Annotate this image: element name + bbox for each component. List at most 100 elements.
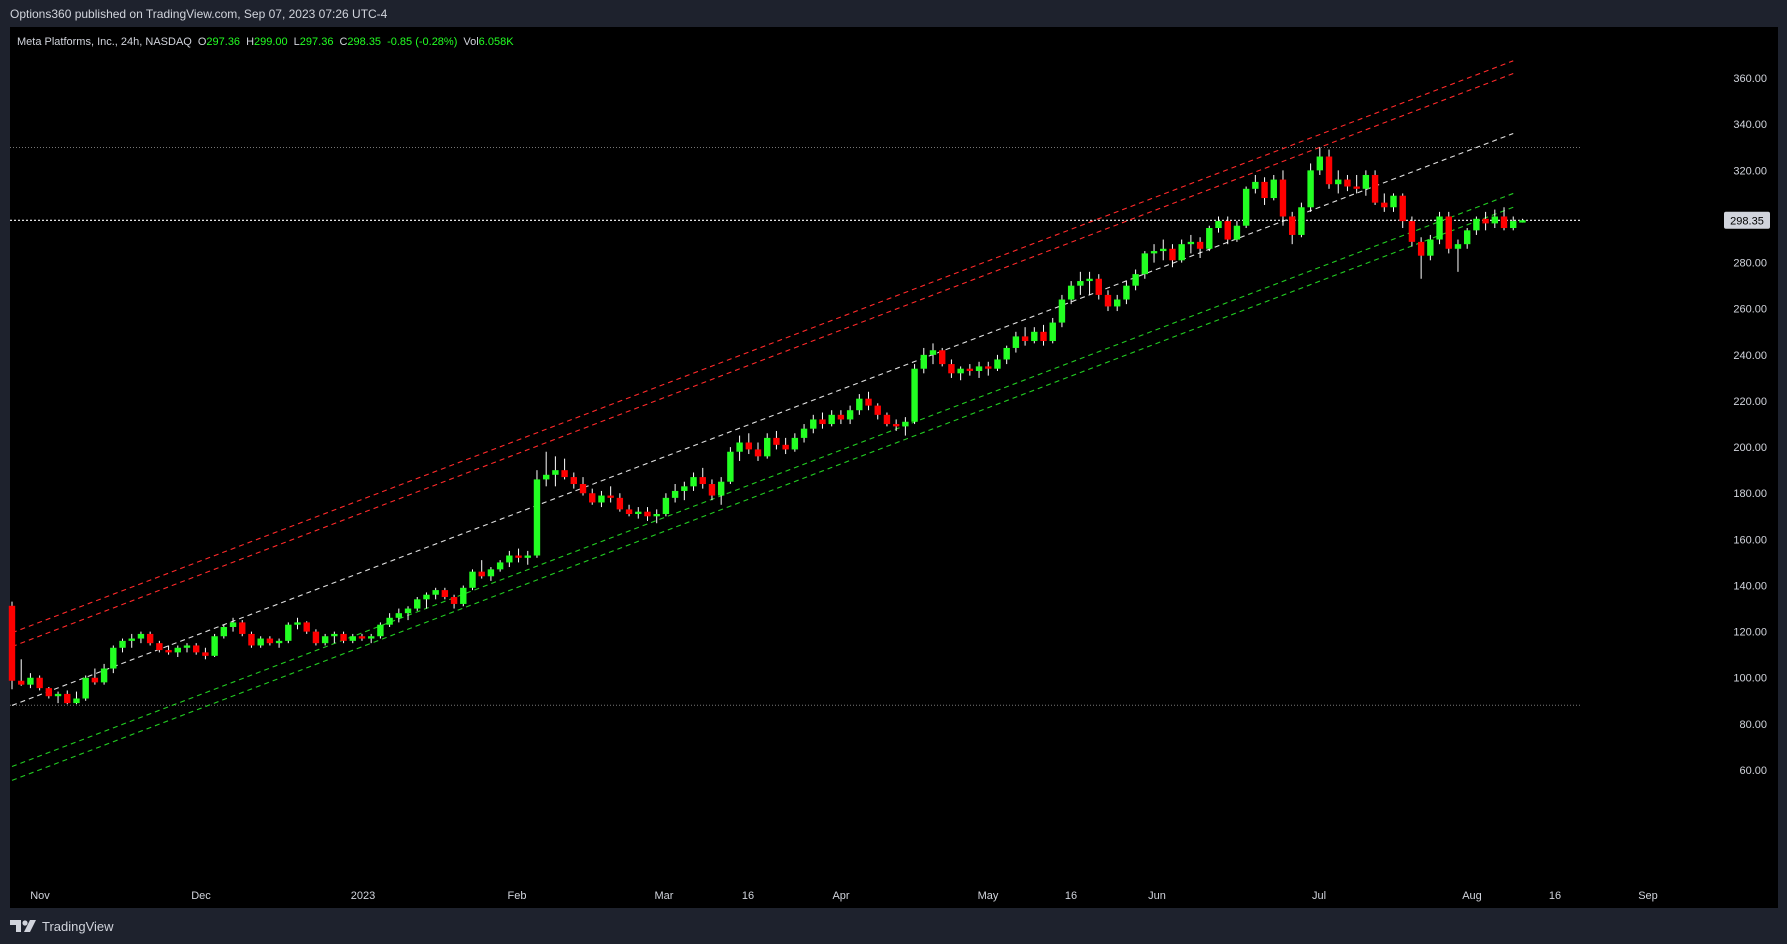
candle	[966, 364, 974, 376]
candle	[349, 633, 356, 644]
candle-body	[1325, 156, 1333, 185]
candle	[404, 606, 412, 621]
candle	[1436, 211, 1443, 245]
candle	[1224, 216, 1231, 245]
candle-body	[1012, 336, 1020, 348]
candle-body	[1335, 179, 1342, 185]
candle	[1519, 218, 1526, 223]
candle-body	[1362, 174, 1370, 189]
candle-body	[1399, 195, 1406, 222]
candle	[828, 410, 835, 427]
candle	[506, 550, 513, 568]
candle	[699, 467, 706, 489]
candle-body	[985, 366, 992, 369]
candle-body	[1482, 218, 1489, 224]
candle-body	[745, 442, 752, 450]
candle-body	[478, 571, 485, 577]
candle-body	[1021, 336, 1029, 342]
candle	[18, 659, 25, 686]
candle-body	[1040, 331, 1047, 342]
candle	[1215, 216, 1222, 233]
candle-body	[717, 481, 725, 496]
candle-body	[496, 562, 504, 570]
trendlines	[11, 60, 1514, 781]
candle-body	[1123, 285, 1130, 300]
candle-body	[865, 398, 872, 406]
candle-body	[754, 449, 762, 457]
candle-body	[119, 640, 126, 648]
candle-body	[1427, 239, 1434, 256]
candle-body	[1169, 248, 1176, 261]
footer: TradingView	[10, 917, 114, 935]
candle	[1408, 216, 1416, 247]
candle	[1445, 211, 1452, 254]
tradingview-logo-icon[interactable]	[10, 920, 36, 932]
candle	[487, 567, 495, 581]
candle	[1077, 271, 1084, 295]
candle-body	[285, 624, 292, 641]
candle	[1021, 327, 1029, 346]
candle	[1344, 174, 1351, 192]
candle	[892, 419, 900, 431]
candle-body	[948, 364, 955, 374]
candle-body	[1445, 216, 1452, 249]
price-axis[interactable]	[1582, 27, 1778, 908]
candle-body	[552, 470, 559, 475]
candle	[1003, 345, 1010, 365]
x-axis-ticks: Nov Dec 2023 Feb Mar 16 Apr May 16 Jun Jul Aug 16 Sep	[30, 890, 1658, 902]
candle	[165, 645, 172, 655]
candle	[469, 569, 476, 591]
candle-body	[460, 587, 467, 604]
candle	[1252, 174, 1259, 194]
candle-body	[1049, 322, 1056, 342]
y-tick-label: 60.00	[1739, 765, 1767, 777]
candle	[883, 412, 891, 427]
candle	[266, 636, 274, 646]
candle	[616, 493, 624, 512]
candle-body	[450, 597, 458, 604]
y-tick-label: 220.00	[1733, 396, 1767, 408]
candle	[248, 631, 255, 648]
candle	[1169, 244, 1176, 268]
candle-body	[515, 555, 522, 558]
candle-body	[1196, 241, 1204, 249]
brand-name[interactable]: TradingView	[42, 918, 114, 934]
legend: Meta Platforms, Inc., 24h, NASDAQ O297.36…	[17, 36, 514, 48]
candle-body	[1141, 253, 1149, 275]
candle-body	[1408, 221, 1416, 242]
candle	[745, 433, 752, 455]
candle	[377, 622, 384, 639]
candle-body	[146, 633, 154, 644]
candle	[671, 484, 679, 503]
candle-body	[8, 605, 16, 681]
candle	[561, 458, 568, 480]
candle	[1491, 209, 1499, 229]
candle-body	[1160, 248, 1167, 252]
candle	[1206, 225, 1213, 252]
y-tick-label: 140.00	[1733, 580, 1767, 592]
candle	[321, 633, 329, 646]
candle	[367, 633, 375, 644]
candle-body	[1104, 294, 1112, 307]
candle	[202, 647, 209, 660]
candle	[1362, 170, 1370, 196]
x-tick-label: Nov	[30, 890, 50, 902]
candle	[156, 640, 163, 653]
candle-body	[1077, 281, 1084, 286]
candle	[1086, 271, 1093, 295]
candle	[146, 631, 154, 646]
candle	[1417, 237, 1425, 279]
candle	[920, 347, 927, 374]
resistance-trendline	[11, 72, 1514, 648]
candle-body	[1206, 228, 1213, 249]
midline-trendline	[11, 132, 1514, 706]
candle	[1261, 177, 1268, 205]
candle-body	[506, 555, 513, 563]
candle-body	[1003, 347, 1010, 360]
candle	[1196, 237, 1204, 259]
candle	[939, 347, 946, 367]
candle-body	[441, 590, 449, 598]
candle	[1242, 186, 1250, 229]
candle-body	[45, 688, 53, 697]
